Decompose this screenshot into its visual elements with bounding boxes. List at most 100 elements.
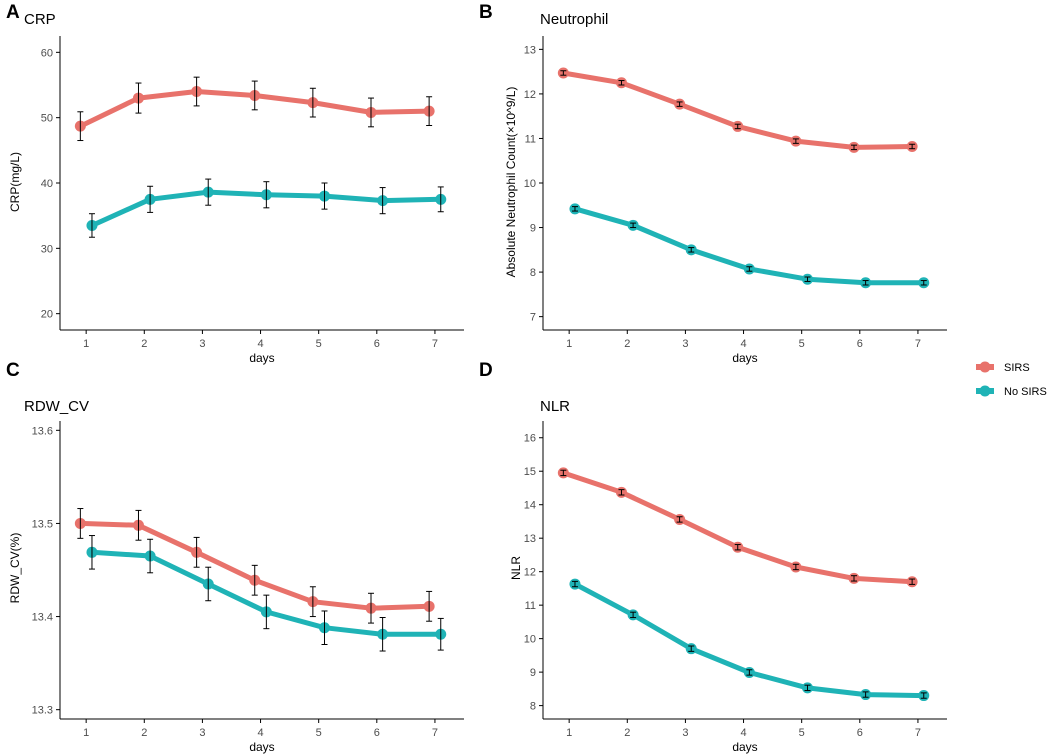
error-bar-no-sirs (205, 566, 212, 602)
error-bar-sirs (251, 80, 258, 111)
error-bar-sirs (367, 592, 374, 624)
x-tick-label: 6 (857, 727, 863, 739)
x-tick-label: 1 (566, 727, 572, 739)
legend: SIRS No SIRS (976, 361, 1047, 398)
x-tick-label: 4 (740, 727, 746, 739)
series-line-no-sirs (572, 581, 927, 699)
panel-c: C RDW_CV 13.3 13.4 13.5 13.6 1 2 3 4 5 6 7 days RD… (6, 360, 464, 754)
error-bar-no-sirs (205, 178, 212, 206)
y-tick-label: 12 (524, 567, 536, 579)
error-bar-no-sirs (379, 616, 386, 652)
x-tick-label: 1 (83, 727, 89, 739)
error-bar-no-sirs (746, 266, 753, 272)
y-tick-label: 14 (524, 500, 536, 512)
y-tick-label: 8 (530, 701, 536, 713)
error-bar-no-sirs (437, 617, 444, 651)
panel-letter-a: A (6, 2, 20, 23)
panel-letter-d: D (479, 360, 493, 381)
error-bar-no-sirs (321, 182, 328, 210)
error-bar-sirs (618, 489, 625, 496)
panel-title-b: Neutrophil (540, 11, 608, 28)
panel-letter-c: C (6, 360, 20, 381)
error-bar-sirs (193, 76, 200, 107)
error-bar-no-sirs (263, 594, 270, 630)
y-tick-label: 13.3 (32, 705, 53, 717)
y-tick-label: 16 (524, 433, 536, 445)
x-tick-label: 1 (566, 338, 572, 350)
error-bar-no-sirs (804, 684, 811, 692)
panel-letter-b: B (479, 2, 493, 23)
error-bar-no-sirs (147, 538, 154, 574)
x-tick-label: 7 (432, 727, 438, 739)
error-bar-no-sirs (688, 247, 695, 253)
y-tick-label: 10 (524, 178, 536, 190)
x-tick-label: 3 (199, 338, 205, 350)
x-tick-label: 3 (199, 727, 205, 739)
legend-swatch-dot-no-sirs (979, 385, 991, 397)
error-bar-sirs (135, 82, 142, 114)
error-bar-no-sirs (379, 187, 386, 215)
legend-label-no-sirs: No SIRS (1004, 386, 1047, 398)
panel-title-c: RDW_CV (24, 398, 89, 415)
x-tick-label: 3 (682, 338, 688, 350)
error-bar-sirs (77, 111, 84, 142)
x-tick-label: 4 (740, 338, 746, 350)
x-tick-label: 7 (915, 338, 921, 350)
y-tick-label: 10 (524, 634, 536, 646)
x-tick-label: 2 (624, 727, 630, 739)
error-bar-no-sirs (571, 206, 578, 212)
error-bar-no-sirs (263, 181, 270, 209)
error-bar-sirs (426, 96, 433, 127)
x-tick-label: 5 (316, 727, 322, 739)
series-line-sirs (560, 470, 915, 585)
error-bar-sirs (193, 536, 200, 568)
x-axis-label-c: days (249, 740, 274, 754)
plot-area-c: 13.3 13.4 13.5 13.6 1 2 3 4 5 6 7 (32, 421, 464, 739)
error-bar-no-sirs (746, 669, 753, 676)
error-bar-no-sirs (630, 611, 637, 619)
y-tick-label: 30 (41, 243, 53, 255)
error-bar-no-sirs (630, 222, 637, 229)
error-bar-sirs (77, 508, 84, 539)
y-tick-label: 8 (530, 267, 536, 279)
error-bar-sirs (426, 590, 433, 622)
y-tick-label: 7 (530, 312, 536, 324)
x-tick-label: 7 (432, 338, 438, 350)
error-bar-no-sirs (920, 280, 927, 286)
y-axis-label-a: CRP(mg/L) (8, 152, 22, 212)
y-tick-label: 20 (41, 309, 53, 321)
x-axis-label-a: days (249, 351, 274, 365)
x-tick-label: 6 (374, 338, 380, 350)
y-tick-label: 13.5 (32, 518, 53, 530)
error-bar-sirs (909, 143, 916, 150)
legend-swatch-dot-sirs (979, 361, 991, 373)
error-bar-no-sirs (862, 691, 869, 698)
x-tick-label: 5 (799, 727, 805, 739)
x-tick-label: 2 (141, 727, 147, 739)
x-tick-label: 3 (682, 727, 688, 739)
error-bar-no-sirs (88, 213, 95, 238)
y-axis-label-b: Absolute Neutrophil Count(×10^9/L) (504, 87, 518, 278)
panel-title-a: CRP (24, 11, 56, 28)
legend-label-sirs: SIRS (1004, 362, 1030, 374)
error-bar-sirs (734, 123, 741, 130)
error-bar-no-sirs (437, 186, 444, 213)
y-tick-label: 13.4 (32, 612, 53, 624)
error-bar-no-sirs (862, 280, 869, 286)
x-tick-label: 5 (316, 338, 322, 350)
y-tick-label: 13.6 (32, 425, 53, 437)
x-tick-label: 6 (374, 727, 380, 739)
x-tick-label: 4 (257, 727, 263, 739)
series-line-sirs (560, 70, 915, 150)
y-tick-label: 9 (530, 223, 536, 235)
error-bar-sirs (309, 586, 316, 618)
y-tick-label: 11 (525, 133, 536, 145)
y-axis-label-c: RDW_CV(%) (8, 533, 22, 604)
error-bar-sirs (676, 516, 683, 523)
error-bar-sirs (135, 509, 142, 541)
y-tick-label: 50 (41, 113, 53, 125)
x-tick-label: 2 (141, 338, 147, 350)
error-bar-no-sirs (804, 276, 811, 282)
